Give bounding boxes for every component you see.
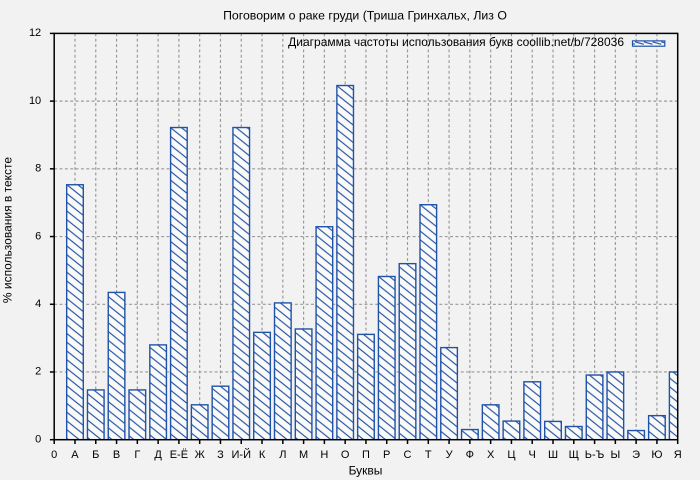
- svg-text:Х: Х: [487, 449, 495, 461]
- svg-text:12: 12: [29, 27, 41, 39]
- svg-text:Ч: Ч: [529, 449, 536, 461]
- svg-text:И-Й: И-Й: [232, 448, 251, 461]
- svg-text:4: 4: [35, 298, 41, 310]
- svg-text:Л: Л: [279, 449, 286, 461]
- svg-text:Б: Б: [92, 449, 99, 461]
- svg-text:О: О: [341, 449, 350, 461]
- svg-text:П: П: [362, 449, 370, 461]
- svg-text:% использования в тексте: % использования в тексте: [1, 157, 15, 303]
- svg-text:0: 0: [51, 449, 57, 461]
- svg-text:0: 0: [35, 433, 41, 445]
- svg-text:Ы: Ы: [610, 449, 620, 461]
- svg-text:Е-Ё: Е-Ё: [170, 449, 188, 461]
- svg-text:Д: Д: [154, 449, 162, 461]
- svg-text:М: М: [299, 449, 308, 461]
- svg-text:Ь-Ъ: Ь-Ъ: [585, 449, 605, 461]
- svg-text:Н: Н: [320, 449, 328, 461]
- svg-text:Г: Г: [134, 449, 140, 461]
- svg-text:В: В: [113, 449, 120, 461]
- svg-text:8: 8: [35, 163, 41, 175]
- svg-text:Ц: Ц: [507, 449, 515, 461]
- svg-text:Э: Э: [632, 449, 640, 461]
- svg-text:Ш: Ш: [548, 449, 558, 461]
- svg-text:Поговорим о раке груди (Триша: Поговорим о раке груди (Триша Гринхальх,…: [223, 9, 507, 23]
- svg-text:К: К: [259, 449, 266, 461]
- svg-text:Ю: Ю: [651, 449, 662, 461]
- svg-text:У: У: [446, 449, 454, 461]
- svg-text:Ф: Ф: [466, 449, 474, 461]
- svg-text:6: 6: [35, 230, 41, 242]
- svg-text:Щ: Щ: [569, 449, 579, 461]
- svg-text:З: З: [217, 449, 224, 461]
- svg-text:С: С: [404, 449, 412, 461]
- svg-text:Ж: Ж: [195, 449, 205, 461]
- svg-text:2: 2: [35, 366, 41, 378]
- svg-text:10: 10: [29, 95, 41, 107]
- svg-text:Р: Р: [383, 449, 390, 461]
- svg-text:Я: Я: [674, 449, 682, 461]
- svg-text:Т: Т: [425, 449, 432, 461]
- svg-text:А: А: [71, 449, 79, 461]
- svg-text:Буквы: Буквы: [349, 464, 383, 478]
- svg-text:Диаграмма частоты использовани: Диаграмма частоты использования букв coo…: [288, 35, 624, 49]
